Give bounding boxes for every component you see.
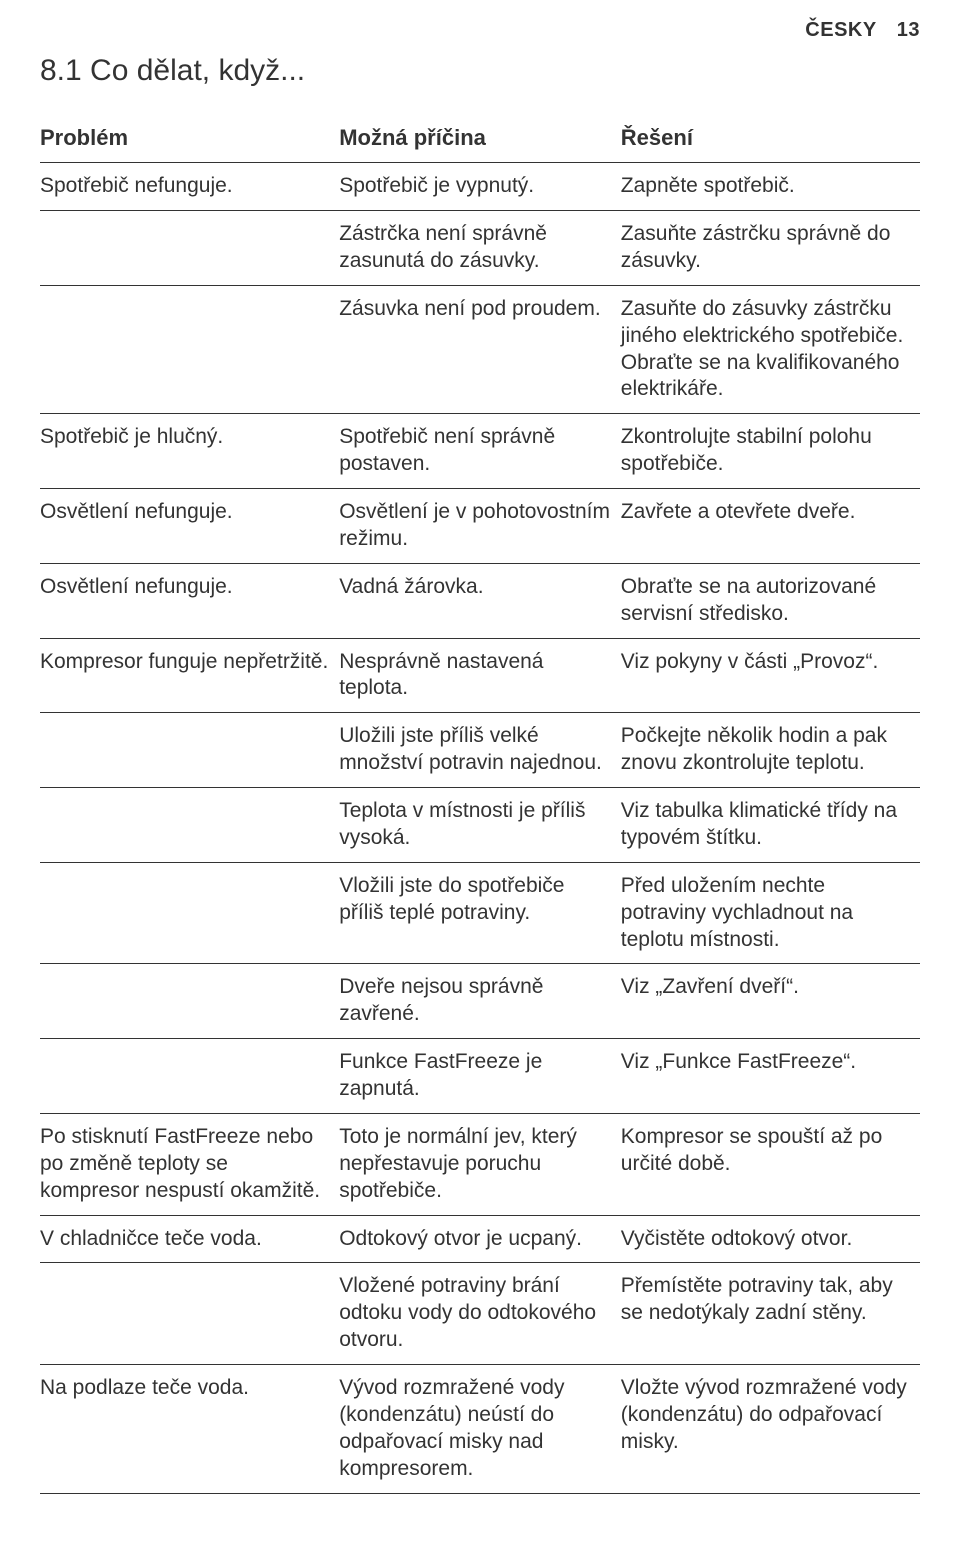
table-header-row: Problém Možná příčina Řešení bbox=[40, 114, 920, 163]
cell-problem: Na podlaze teče voda. bbox=[40, 1365, 339, 1494]
cell-solution: Počkejte několik hodin a pak znovu zkont… bbox=[621, 713, 920, 788]
table-row: Na podlaze teče voda.Vývod rozmražené vo… bbox=[40, 1365, 920, 1494]
table-row: Osvětlení nefunguje.Vadná žárovka.Obraťt… bbox=[40, 563, 920, 638]
cell-cause: Vývod rozmražené vody (kondenzátu) neúst… bbox=[339, 1365, 621, 1494]
table-row: V chladničce teče voda.Odtokový otvor je… bbox=[40, 1215, 920, 1263]
cell-solution: Obraťte se na autorizované servisní stře… bbox=[621, 563, 920, 638]
table-row: Osvětlení nefunguje.Osvětlení je v pohot… bbox=[40, 489, 920, 564]
cell-solution: Viz „Zavření dveří“. bbox=[621, 964, 920, 1039]
table-row: Zásuvka není pod proudem.Zasuňte do zásu… bbox=[40, 285, 920, 414]
cell-problem bbox=[40, 1039, 339, 1114]
cell-cause: Vadná žárovka. bbox=[339, 563, 621, 638]
page-header: ČESKY 13 bbox=[40, 18, 920, 44]
cell-problem bbox=[40, 788, 339, 863]
table-row: Vložili jste do spotřebiče příliš teplé … bbox=[40, 862, 920, 964]
cell-problem bbox=[40, 1263, 339, 1365]
cell-cause: Odtokový otvor je ucpaný. bbox=[339, 1215, 621, 1263]
cell-cause: Funkce FastFreeze je zapnutá. bbox=[339, 1039, 621, 1114]
cell-cause: Spotřebič není správně postaven. bbox=[339, 414, 621, 489]
cell-solution: Zapněte spotřebič. bbox=[621, 163, 920, 211]
cell-solution: Viz tabulka klimatické třídy na typovém … bbox=[621, 788, 920, 863]
cell-problem bbox=[40, 862, 339, 964]
table-row: Teplota v místnosti je příliš vysoká.Viz… bbox=[40, 788, 920, 863]
cell-cause: Zásuvka není pod proudem. bbox=[339, 285, 621, 414]
cell-solution: Vyčistěte odtokový otvor. bbox=[621, 1215, 920, 1263]
cell-problem: Po stisknutí FastFreeze nebo po změně te… bbox=[40, 1113, 339, 1215]
cell-problem: V chladničce teče voda. bbox=[40, 1215, 339, 1263]
page-number: 13 bbox=[897, 19, 920, 41]
cell-problem: Osvětlení nefunguje. bbox=[40, 563, 339, 638]
table-row: Dveře nejsou správně zavřené.Viz „Zavřen… bbox=[40, 964, 920, 1039]
cell-cause: Teplota v místnosti je příliš vysoká. bbox=[339, 788, 621, 863]
table-row: Spotřebič je hlučný.Spotřebič není správ… bbox=[40, 414, 920, 489]
cell-cause: Zástrčka není správně zasunutá do zásuvk… bbox=[339, 211, 621, 286]
cell-solution: Přemístěte potraviny tak, aby se nedotýk… bbox=[621, 1263, 920, 1365]
cell-solution: Zavřete a otevřete dveře. bbox=[621, 489, 920, 564]
cell-solution: Viz pokyny v části „Provoz“. bbox=[621, 638, 920, 713]
cell-solution: Kompresor se spouští až po určité době. bbox=[621, 1113, 920, 1215]
cell-solution: Zkontrolujte stabilní polohu spotřebiče. bbox=[621, 414, 920, 489]
cell-problem: Spotřebič nefunguje. bbox=[40, 163, 339, 211]
cell-problem: Osvětlení nefunguje. bbox=[40, 489, 339, 564]
table-row: Zástrčka není správně zasunutá do zásuvk… bbox=[40, 211, 920, 286]
cell-solution: Zasuňte do zásuvky zástrčku jiného elekt… bbox=[621, 285, 920, 414]
col-solution: Řešení bbox=[621, 114, 920, 163]
cell-problem: Kompresor funguje nepřetržitě. bbox=[40, 638, 339, 713]
language-label: ČESKY bbox=[805, 19, 876, 41]
troubleshoot-table: Problém Možná příčina Řešení Spotřebič n… bbox=[40, 114, 920, 1494]
table-row: Kompresor funguje nepřetržitě.Nesprávně … bbox=[40, 638, 920, 713]
cell-solution: Vložte vývod rozmražené vody (kondenzátu… bbox=[621, 1365, 920, 1494]
cell-cause: Uložili jste příliš velké množství potra… bbox=[339, 713, 621, 788]
table-row: Po stisknutí FastFreeze nebo po změně te… bbox=[40, 1113, 920, 1215]
col-problem: Problém bbox=[40, 114, 339, 163]
cell-solution: Před uložením nechte potraviny vychladno… bbox=[621, 862, 920, 964]
cell-cause: Toto je normální jev, který nepřestavuje… bbox=[339, 1113, 621, 1215]
cell-cause: Vložili jste do spotřebiče příliš teplé … bbox=[339, 862, 621, 964]
cell-cause: Spotřebič je vypnutý. bbox=[339, 163, 621, 211]
col-cause: Možná příčina bbox=[339, 114, 621, 163]
table-row: Vložené potraviny brání odtoku vody do o… bbox=[40, 1263, 920, 1365]
section-title: 8.1 Co dělat, když... bbox=[40, 52, 920, 90]
cell-cause: Dveře nejsou správně zavřené. bbox=[339, 964, 621, 1039]
cell-solution: Zasuňte zástrčku správně do zásuvky. bbox=[621, 211, 920, 286]
cell-problem bbox=[40, 964, 339, 1039]
cell-problem: Spotřebič je hlučný. bbox=[40, 414, 339, 489]
table-row: Spotřebič nefunguje.Spotřebič je vypnutý… bbox=[40, 163, 920, 211]
cell-cause: Nesprávně nastavená teplota. bbox=[339, 638, 621, 713]
cell-cause: Osvětlení je v pohotovostním režimu. bbox=[339, 489, 621, 564]
cell-problem bbox=[40, 285, 339, 414]
table-row: Uložili jste příliš velké množství potra… bbox=[40, 713, 920, 788]
cell-solution: Viz „Funkce FastFreeze“. bbox=[621, 1039, 920, 1114]
cell-problem bbox=[40, 211, 339, 286]
cell-cause: Vložené potraviny brání odtoku vody do o… bbox=[339, 1263, 621, 1365]
cell-problem bbox=[40, 713, 339, 788]
page: ČESKY 13 8.1 Co dělat, když... Problém M… bbox=[0, 0, 960, 1534]
table-row: Funkce FastFreeze je zapnutá.Viz „Funkce… bbox=[40, 1039, 920, 1114]
